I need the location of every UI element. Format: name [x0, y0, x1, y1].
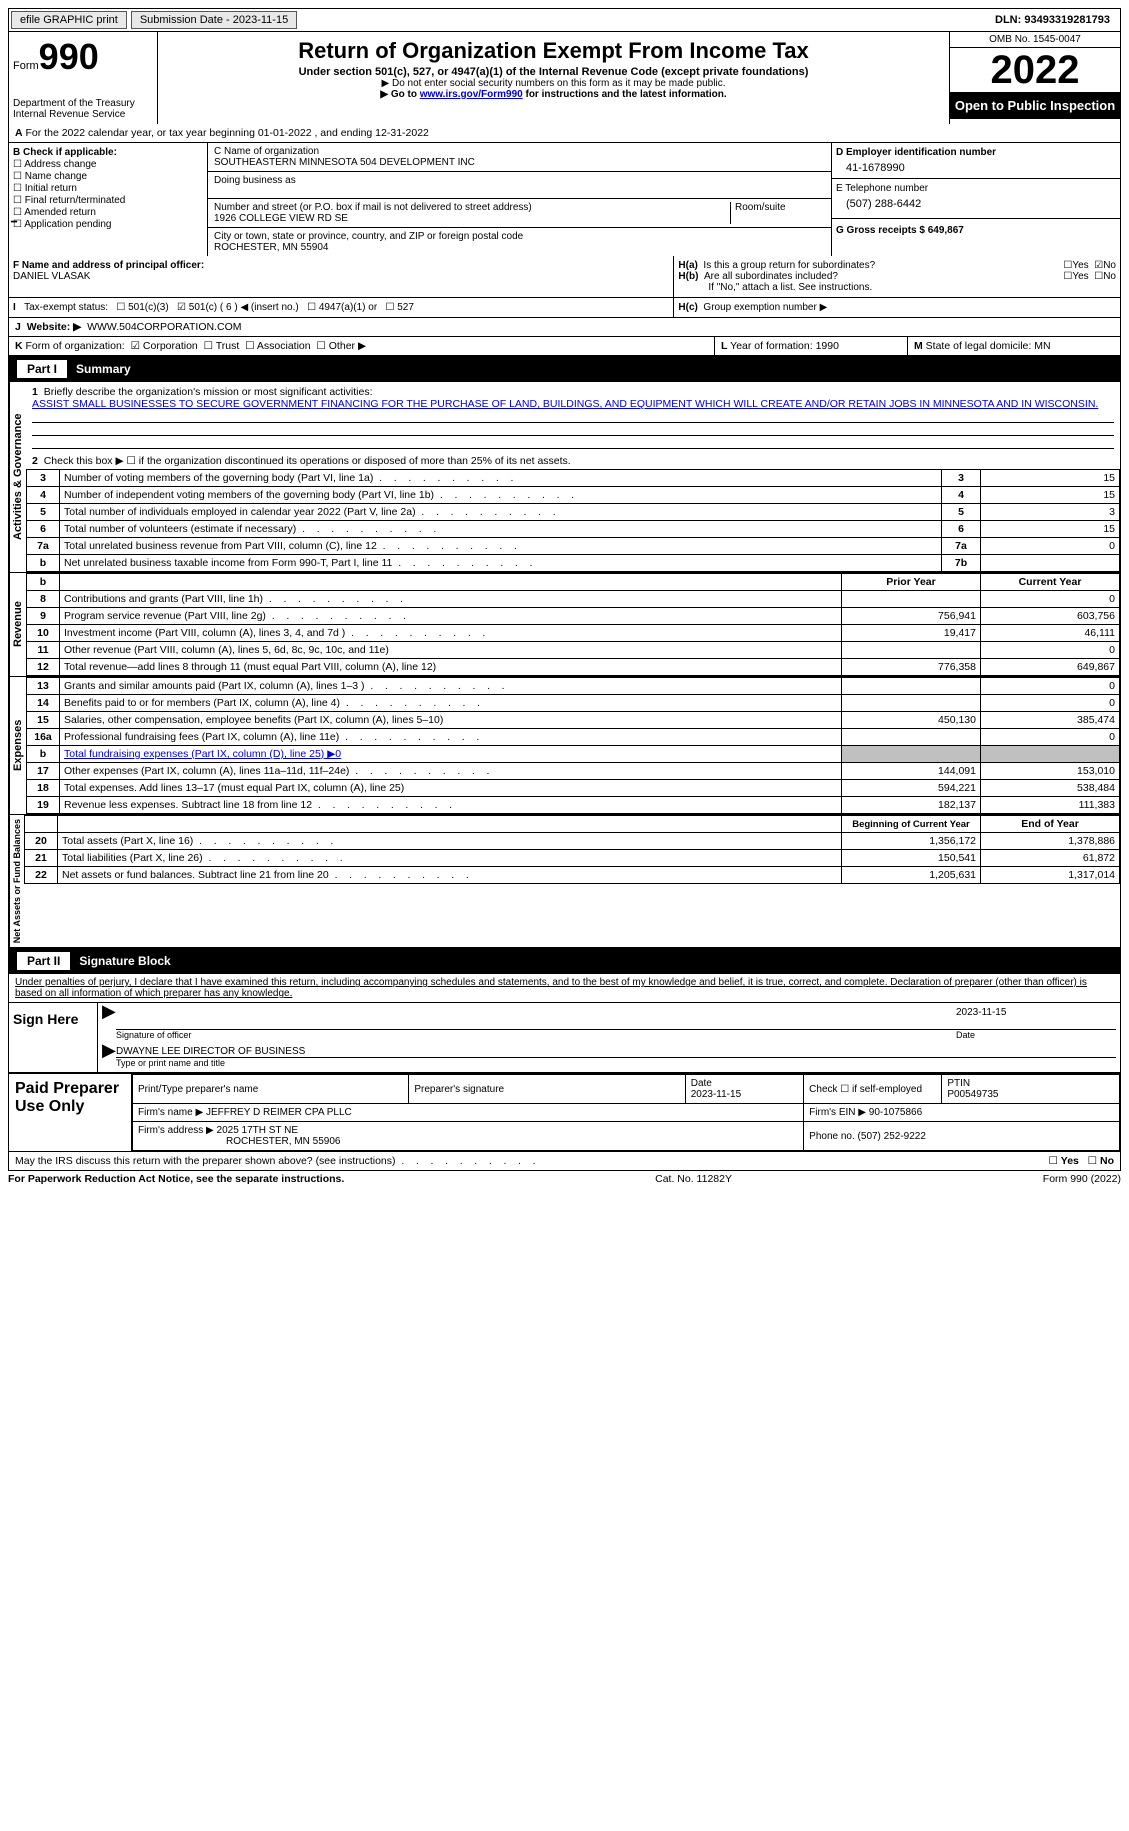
summary-revenue: Revenue bPrior YearCurrent Year 8Contrib…: [8, 573, 1121, 677]
penalties-text: Under penalties of perjury, I declare th…: [8, 974, 1121, 1003]
dept-label: Department of the Treasury Internal Reve…: [13, 98, 153, 120]
sign-here-block: Sign Here ▶ 2023-11-15 Signature of offi…: [8, 1003, 1121, 1073]
tax-year: 2022: [950, 48, 1120, 92]
arrow-icon: ▶: [102, 1001, 116, 1021]
mission-text: ASSIST SMALL BUSINESSES TO SECURE GOVERN…: [32, 398, 1098, 410]
instructions-note: ▶ Go to www.irs.gov/Form990 for instruct…: [162, 89, 945, 100]
section-klm: K Form of organization: ☑ Corporation ☐ …: [8, 337, 1121, 356]
section-f: F Name and address of principal officer:…: [9, 256, 674, 297]
form-subtitle: Under section 501(c), 527, or 4947(a)(1)…: [162, 66, 945, 78]
side-netassets: Net Assets or Fund Balances: [9, 815, 24, 947]
side-expenses: Expenses: [9, 677, 26, 814]
summary-expenses: Expenses 13Grants and similar amounts pa…: [8, 677, 1121, 815]
section-h: H(a) Is this a group return for subordin…: [674, 256, 1120, 297]
submission-date-button[interactable]: Submission Date - 2023-11-15: [131, 11, 297, 29]
expenses-table: 13Grants and similar amounts paid (Part …: [26, 677, 1120, 814]
summary-governance: Activities & Governance 1 Briefly descri…: [8, 382, 1121, 573]
irs-link[interactable]: www.irs.gov/Form990: [420, 89, 523, 100]
form-title: Return of Organization Exempt From Incom…: [162, 38, 945, 64]
part2-header: Part II Signature Block: [8, 948, 1121, 974]
side-governance: Activities & Governance: [9, 382, 26, 572]
section-i: I Tax-exempt status: ☐ 501(c)(3) ☑ 501(c…: [9, 298, 674, 317]
omb-number: OMB No. 1545-0047: [950, 32, 1120, 48]
open-to-public: Open to Public Inspection: [950, 92, 1120, 119]
netassets-table: Beginning of Current YearEnd of Year 20T…: [24, 815, 1120, 884]
section-b: B Check if applicable: ☐ Address change …: [9, 143, 208, 256]
efile-print-button[interactable]: efile GRAPHIC print: [11, 11, 127, 29]
paid-preparer-block: Paid Preparer Use Only Print/Type prepar…: [8, 1073, 1121, 1152]
section-hc: H(c) Group exemption number ▶: [674, 298, 1120, 317]
page-footer: For Paperwork Reduction Act Notice, see …: [8, 1171, 1121, 1185]
revenue-table: bPrior YearCurrent Year 8Contributions a…: [26, 573, 1120, 676]
sign-here-label: Sign Here: [9, 1003, 98, 1072]
dln-label: DLN: 93493319281793: [985, 12, 1120, 28]
arrow-icon: ▶: [102, 1040, 116, 1060]
governance-table: 3Number of voting members of the governi…: [26, 469, 1120, 572]
side-revenue: Revenue: [9, 573, 26, 676]
may-irs-discuss: May the IRS discuss this return with the…: [8, 1152, 1121, 1171]
section-d: D Employer identification number 41-1678…: [831, 143, 1120, 256]
line-a: A For the 2022 calendar year, or tax yea…: [8, 124, 1121, 143]
form-number: Form990: [13, 36, 153, 78]
top-bar: efile GRAPHIC print Submission Date - 20…: [8, 8, 1121, 32]
section-j: J Website: ▶ WWW.504CORPORATION.COM: [8, 318, 1121, 337]
telephone-value: (507) 288-6442: [836, 194, 1116, 214]
ein-value: 41-1678990: [836, 158, 1116, 178]
paid-preparer-label: Paid Preparer Use Only: [9, 1074, 132, 1151]
summary-netassets: Net Assets or Fund Balances Beginning of…: [8, 815, 1121, 948]
privacy-note: ▶ Do not enter social security numbers o…: [162, 78, 945, 89]
officer-name: DWAYNE LEE DIRECTOR OF BUSINESS: [116, 1046, 1116, 1058]
gross-receipts: G Gross receipts $ 649,867: [836, 225, 964, 236]
section-c: C Name of organizationSOUTHEASTERN MINNE…: [208, 143, 831, 256]
form-header: Form990 Department of the Treasury Inter…: [8, 32, 1121, 124]
part1-header: Part I Summary: [8, 356, 1121, 382]
